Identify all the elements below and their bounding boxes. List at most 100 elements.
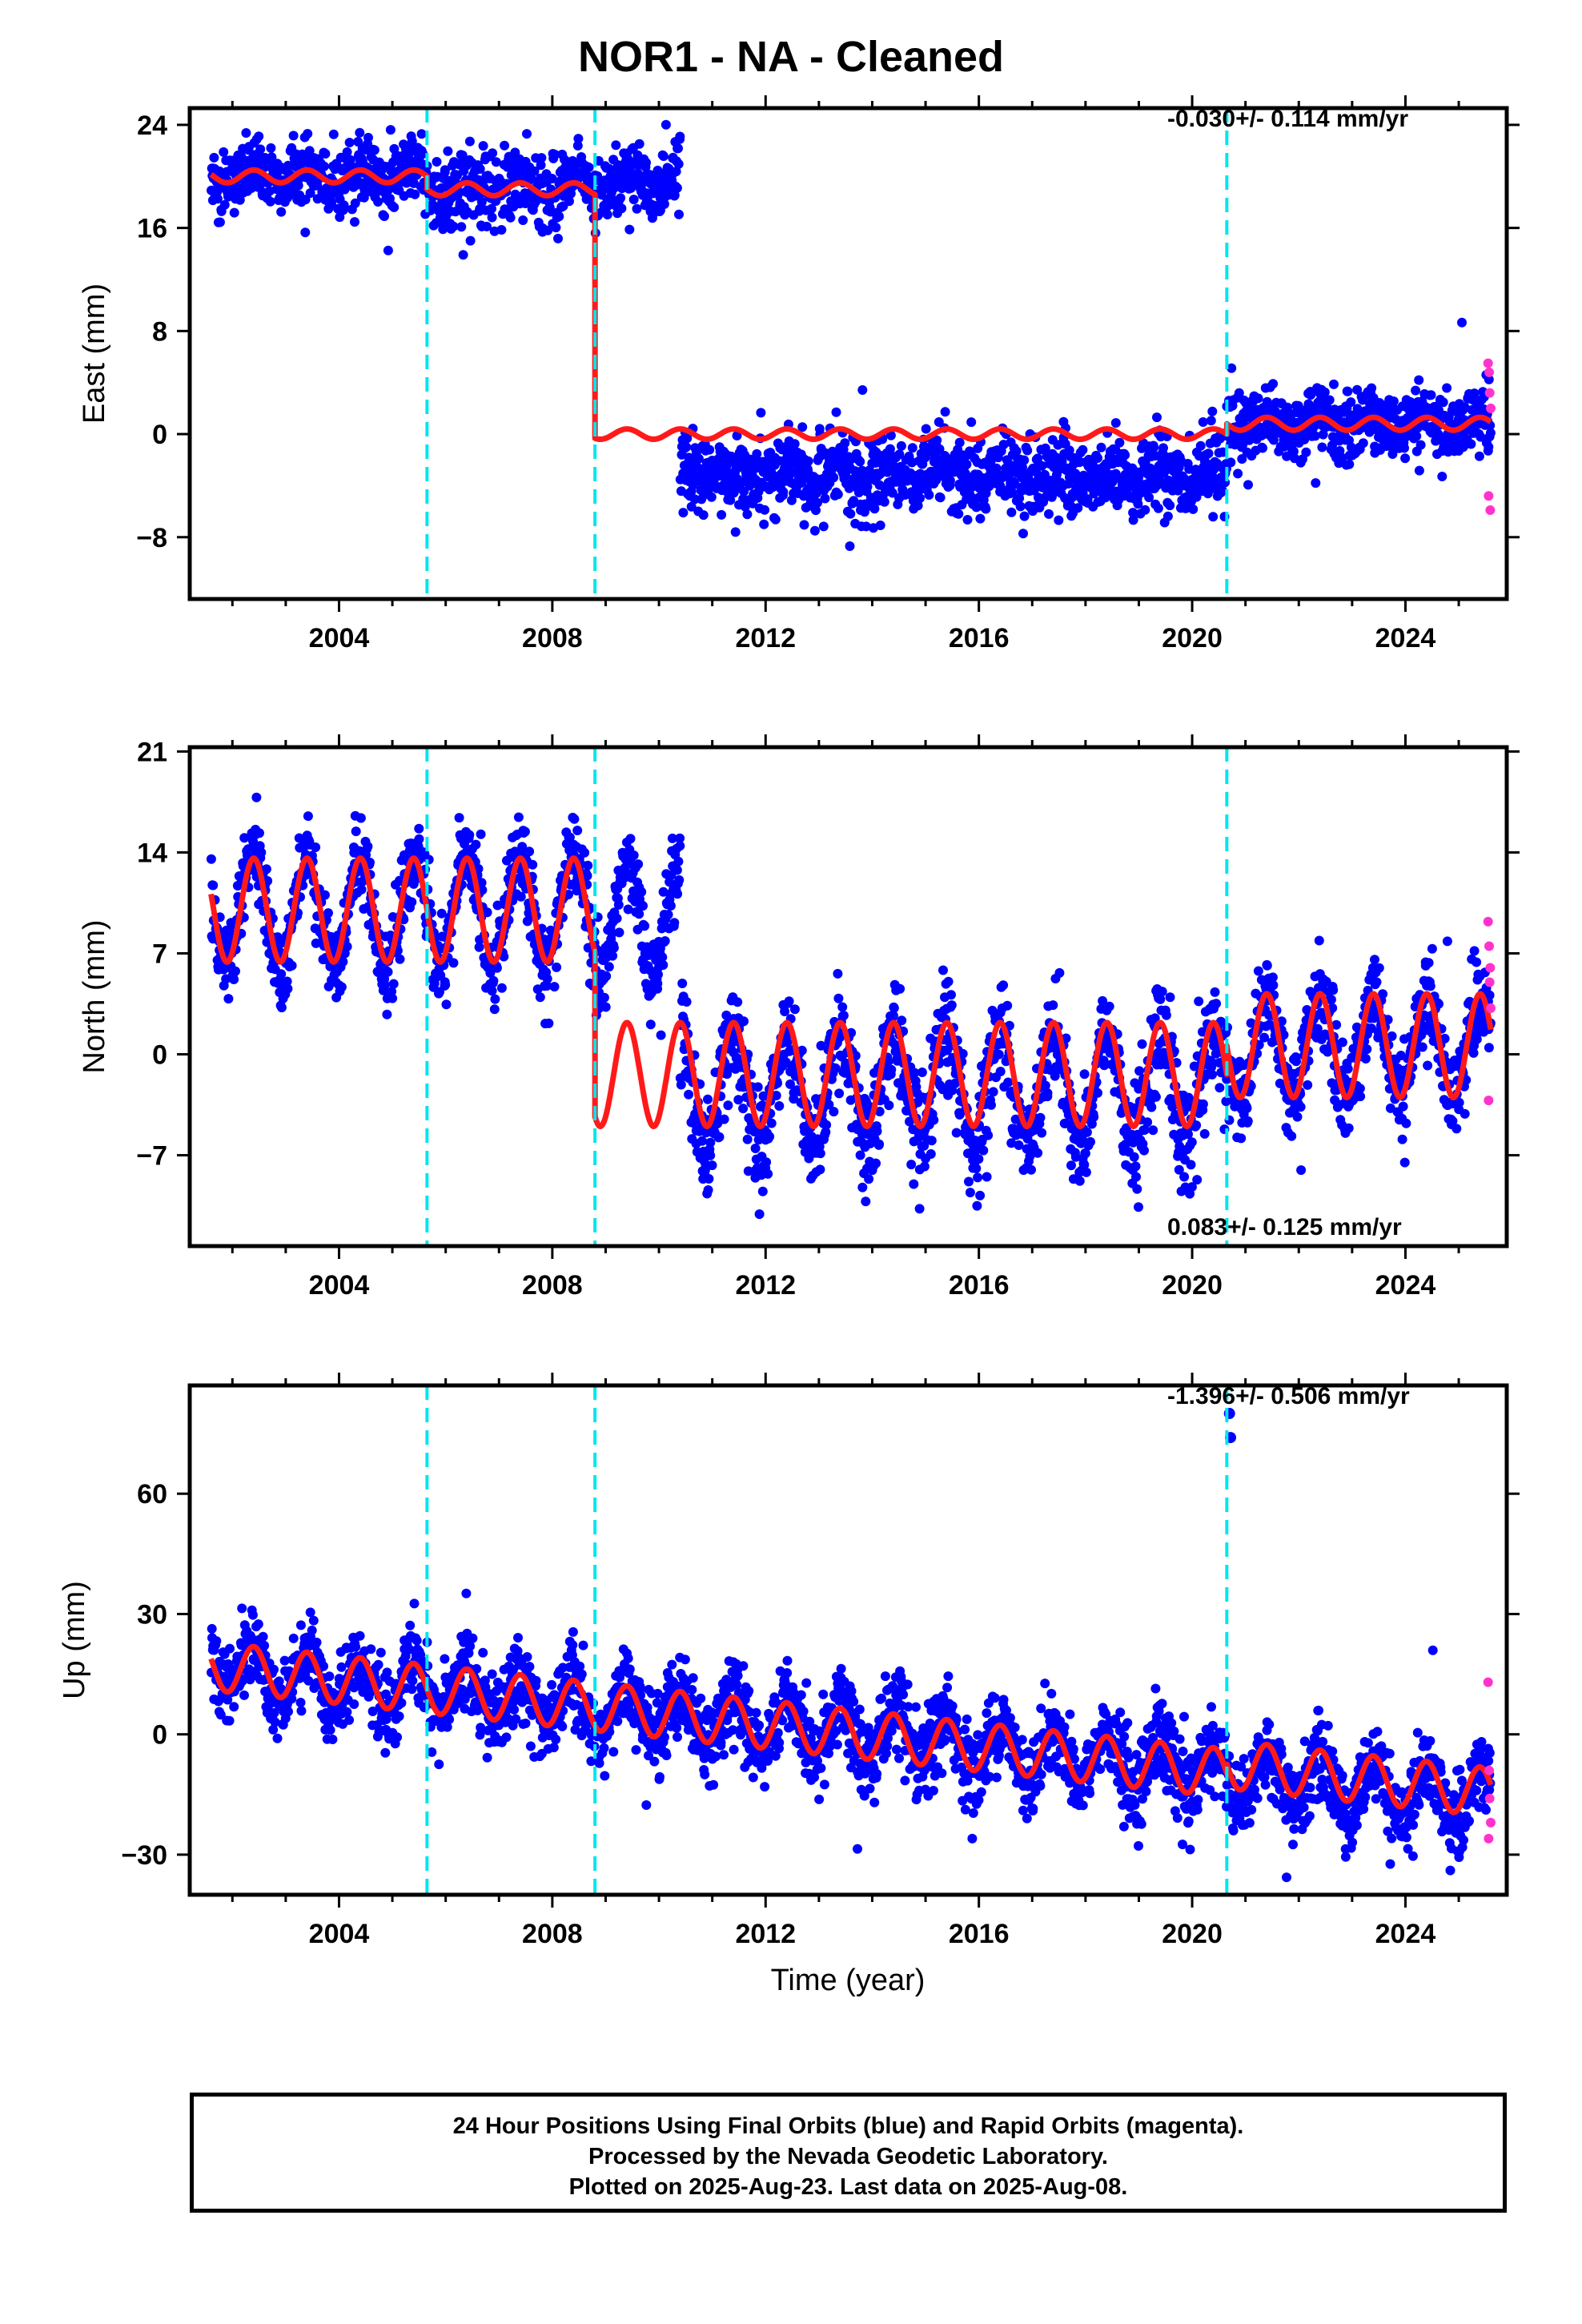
- final-orbit-point: [1011, 446, 1022, 456]
- final-orbit-point: [1142, 1117, 1153, 1128]
- final-orbit-point: [432, 157, 442, 167]
- final-orbit-point: [490, 994, 500, 1004]
- final-orbit-point: [669, 190, 680, 200]
- final-orbit-point: [686, 501, 697, 512]
- x-tick-label: 2012: [735, 623, 796, 653]
- final-orbit-point: [573, 134, 584, 144]
- final-orbit-point: [1054, 515, 1064, 525]
- final-orbit-point: [407, 136, 417, 147]
- final-orbit-point: [344, 138, 355, 147]
- final-orbit-point: [276, 207, 287, 217]
- final-orbit-point: [564, 196, 574, 207]
- final-orbit-point: [861, 521, 871, 532]
- final-orbit-point: [869, 504, 880, 514]
- final-orbit-point: [1150, 1092, 1161, 1102]
- final-orbit-point: [276, 969, 287, 979]
- final-orbit-point: [1352, 384, 1363, 395]
- final-orbit-point: [1268, 980, 1279, 991]
- final-orbit-point: [971, 1164, 982, 1173]
- final-orbit-point: [492, 900, 503, 911]
- final-orbit-point: [867, 1267, 877, 1277]
- final-orbit-point: [363, 132, 373, 143]
- final-orbit-point: [658, 151, 669, 161]
- final-orbit-point: [388, 979, 399, 989]
- final-orbit-point: [733, 1095, 744, 1105]
- final-orbit-point: [1258, 443, 1267, 453]
- final-orbit-point: [1152, 412, 1162, 423]
- final-orbit-point: [1114, 437, 1125, 448]
- final-orbit-point: [544, 1018, 554, 1028]
- final-orbit-point: [833, 968, 843, 979]
- final-orbit-point: [505, 212, 516, 223]
- final-orbit-point: [387, 993, 398, 1003]
- final-orbit-point: [1414, 375, 1424, 385]
- final-orbit-point: [1110, 468, 1121, 479]
- final-orbit-point: [1035, 1112, 1046, 1123]
- final-orbit-point: [1203, 448, 1214, 459]
- final-orbit-point: [1438, 397, 1448, 408]
- final-orbit-point: [248, 836, 259, 846]
- final-orbit-point: [345, 155, 355, 165]
- final-orbit-point: [339, 200, 349, 211]
- final-orbit-point: [965, 1188, 975, 1198]
- final-orbit-point: [889, 1003, 899, 1013]
- final-orbit-point: [488, 148, 498, 159]
- final-orbit-point: [1079, 1069, 1090, 1080]
- y-tick-label: 24: [137, 111, 167, 141]
- final-orbit-point: [1054, 967, 1065, 978]
- final-orbit-point: [1157, 987, 1167, 997]
- final-orbit-point: [342, 942, 352, 951]
- final-orbit-point: [569, 814, 580, 824]
- final-orbit-point: [1128, 515, 1138, 525]
- final-orbit-point: [640, 921, 650, 931]
- final-orbit-point: [811, 505, 821, 516]
- final-orbit-point: [1243, 1116, 1253, 1126]
- final-orbit-point: [352, 175, 363, 186]
- final-orbit-point: [682, 433, 693, 444]
- final-orbit-point: [328, 129, 339, 139]
- final-orbit-point: [522, 129, 532, 139]
- final-orbit-point: [395, 954, 405, 964]
- final-orbit-point: [673, 159, 684, 169]
- final-orbit-point: [926, 1136, 937, 1146]
- final-orbit-point: [1415, 440, 1426, 450]
- final-orbit-point: [1188, 504, 1199, 514]
- final-orbit-point: [350, 198, 360, 208]
- final-orbit-point: [974, 1154, 984, 1164]
- final-orbit-point: [938, 965, 948, 975]
- final-orbit-point: [739, 1016, 749, 1027]
- final-orbit-point: [885, 430, 896, 440]
- final-orbit-point: [623, 904, 633, 915]
- final-orbit-point: [1337, 452, 1347, 463]
- final-orbit-point: [458, 250, 468, 260]
- final-orbit-point: [857, 385, 868, 395]
- final-orbit-point: [602, 210, 612, 219]
- final-orbit-point: [705, 444, 715, 455]
- north-final-orbit-points: [206, 792, 1496, 1277]
- final-orbit-point: [223, 994, 234, 1004]
- final-orbit-point: [212, 194, 223, 204]
- final-orbit-point: [283, 160, 293, 171]
- final-orbit-point: [1343, 386, 1353, 396]
- final-orbit-point: [536, 160, 546, 171]
- final-orbit-point: [554, 211, 564, 222]
- final-orbit-point: [673, 856, 684, 866]
- final-orbit-point: [465, 235, 476, 246]
- rapid-orbit-point: [1483, 358, 1493, 368]
- final-orbit-point: [665, 901, 676, 911]
- final-orbit-point: [356, 884, 367, 895]
- final-orbit-point: [909, 1179, 919, 1189]
- final-orbit-point: [714, 1132, 725, 1142]
- final-orbit-point: [840, 438, 850, 448]
- final-orbit-point: [861, 1196, 871, 1207]
- final-orbit-point: [215, 217, 225, 227]
- final-orbit-point: [932, 435, 942, 445]
- final-orbit-point: [758, 1091, 769, 1101]
- final-orbit-point: [584, 163, 594, 172]
- final-orbit-point: [572, 826, 583, 835]
- final-orbit-point: [389, 202, 400, 212]
- final-orbit-point: [994, 1049, 1004, 1059]
- final-orbit-point: [543, 225, 553, 235]
- final-orbit-point: [689, 494, 700, 505]
- final-orbit-point: [1148, 1125, 1158, 1136]
